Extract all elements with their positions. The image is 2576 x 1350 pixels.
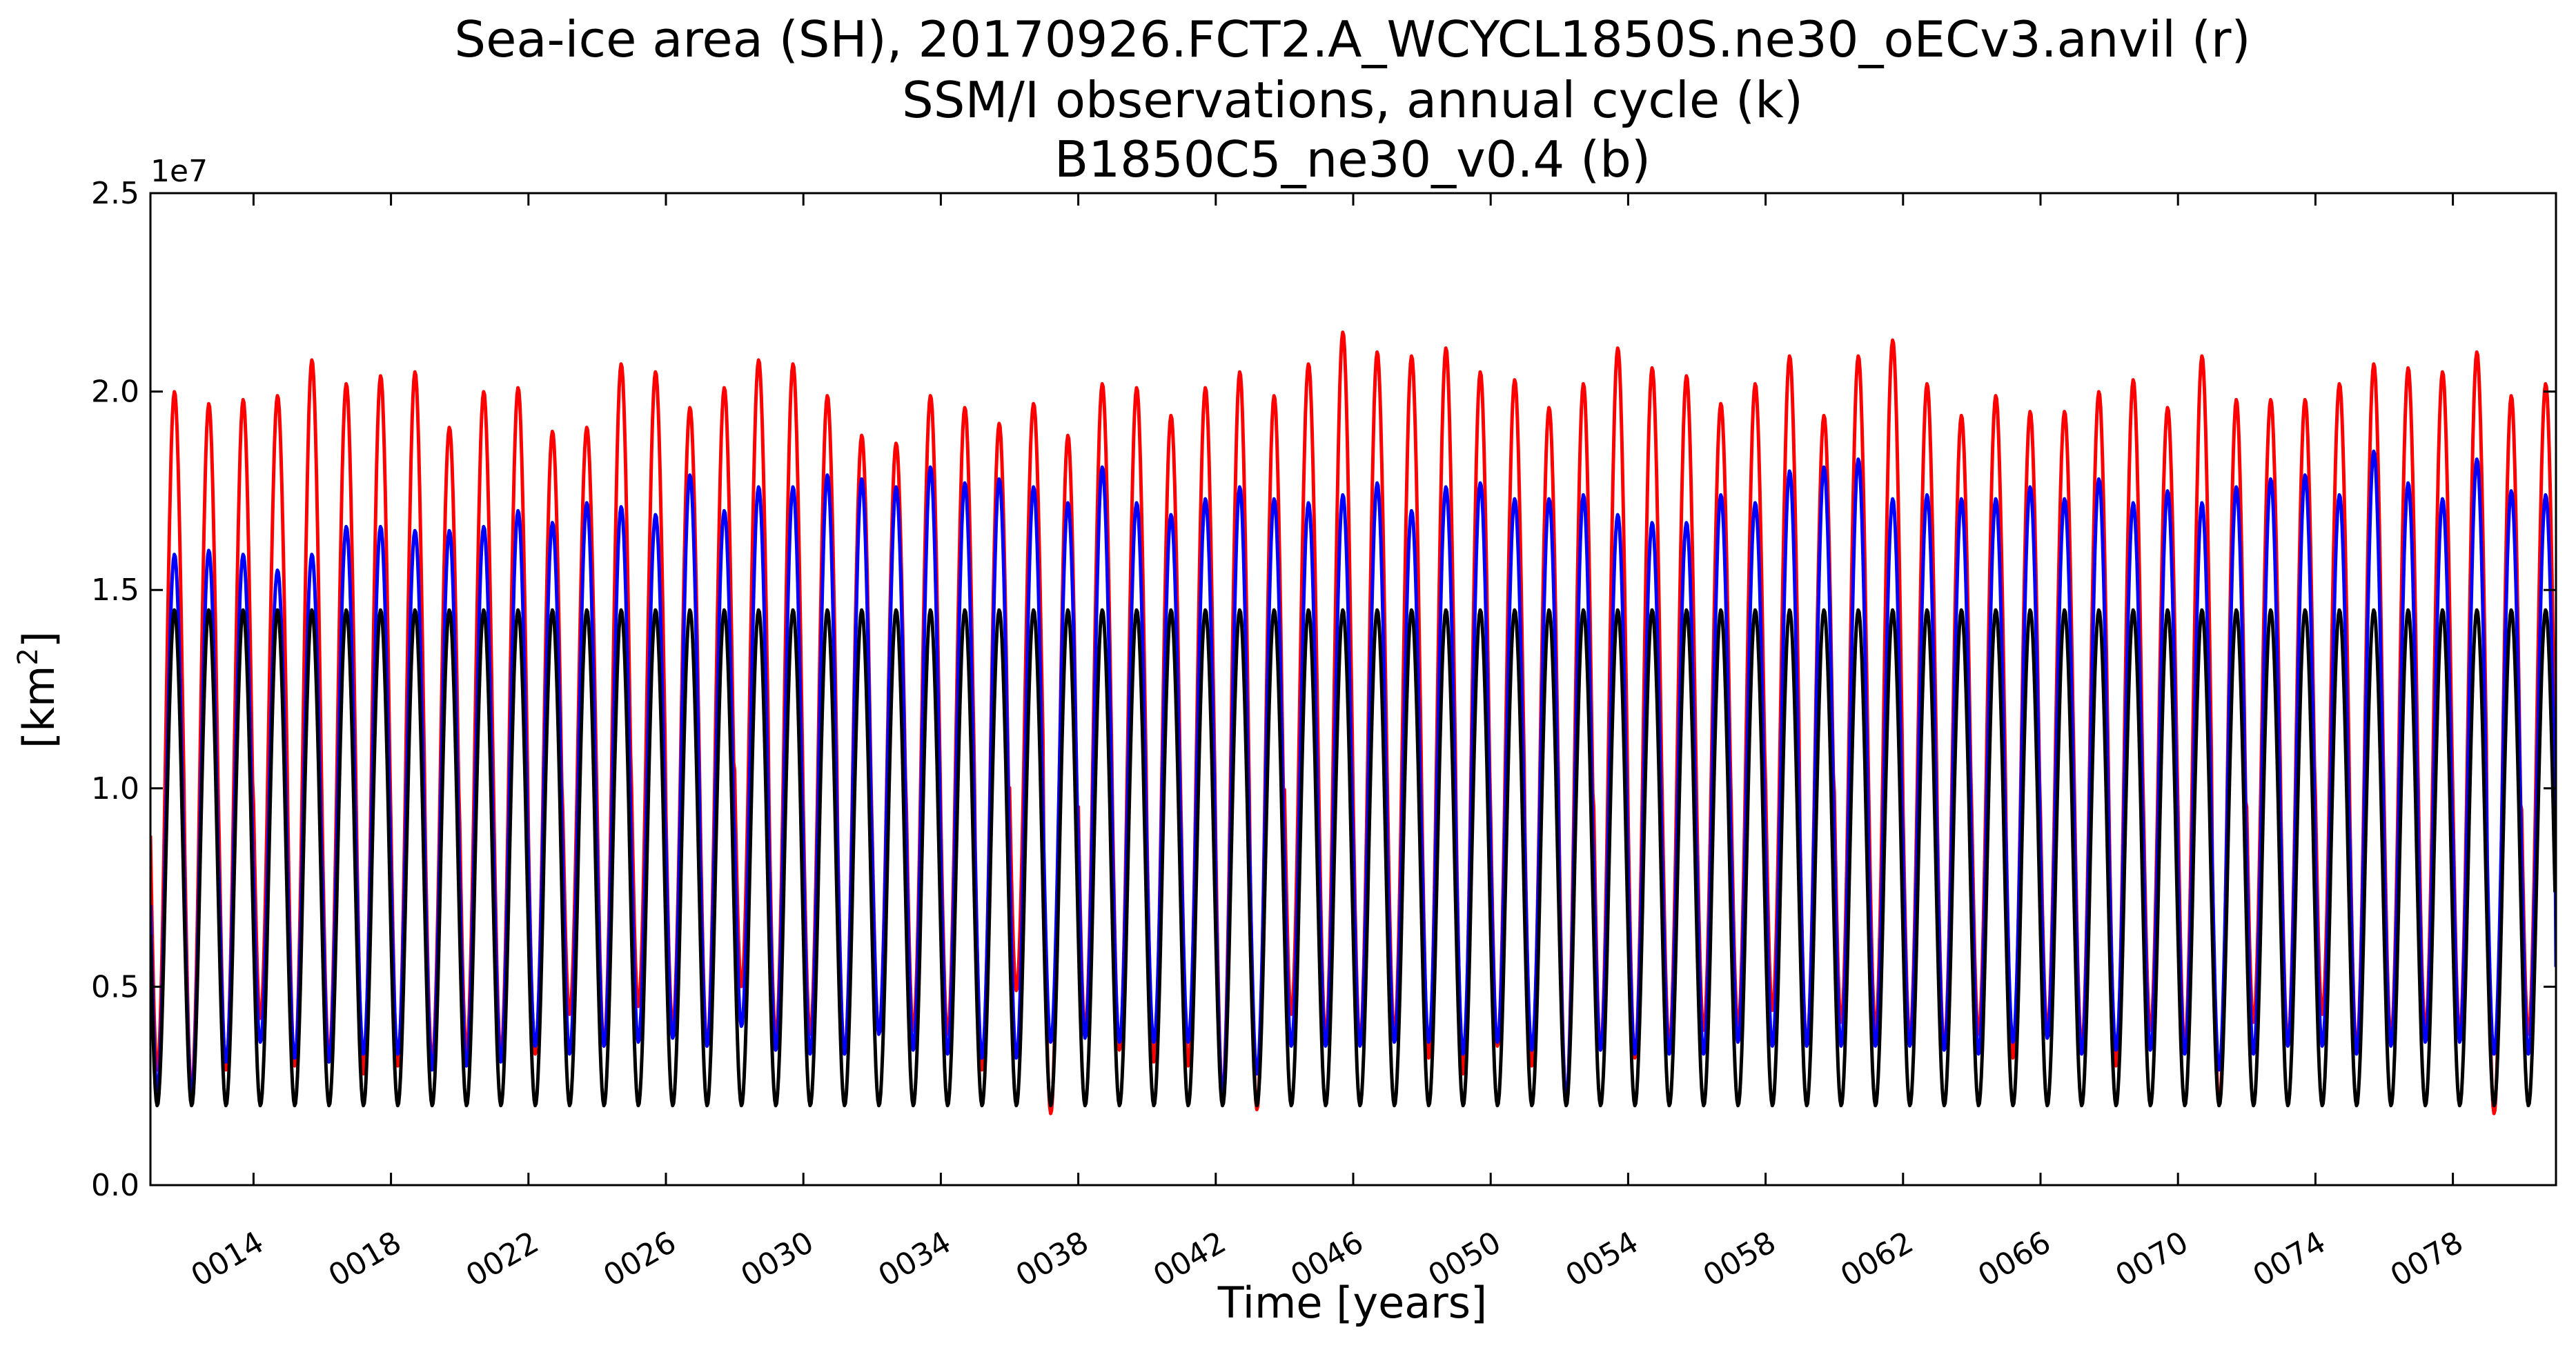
y-axis-label: [km2]	[12, 631, 64, 748]
y-tick-label: 2.5	[91, 176, 139, 211]
x-axis-label: Time [years]	[1217, 1278, 1487, 1328]
series-layer	[150, 330, 2556, 1115]
y-tick-label: 2.0	[91, 375, 139, 410]
chart-title-line-1: Sea-ice area (SH), 20170926.FCT2.A_WCYCL…	[454, 10, 2250, 68]
series-line-1	[150, 449, 2556, 1100]
y-axis-label-base: [km	[14, 666, 64, 749]
series-line-2	[150, 608, 2556, 1108]
y-axis-label-superscript: 2	[12, 648, 44, 665]
y-tick-label: 0.5	[91, 969, 139, 1004]
y-axis-offset-label: 1e7	[150, 154, 208, 189]
y-tick-label: 0.0	[91, 1168, 139, 1203]
y-tick-label: 1.0	[91, 771, 139, 806]
chart-title-line-2: SSM/I observations, annual cycle (k)	[902, 71, 1803, 129]
y-axis-label-end: ]	[14, 631, 64, 648]
chart-title-line-3: B1850C5_ne30_v0.4 (b)	[1054, 130, 1651, 188]
y-tick-label: 1.5	[91, 573, 139, 608]
